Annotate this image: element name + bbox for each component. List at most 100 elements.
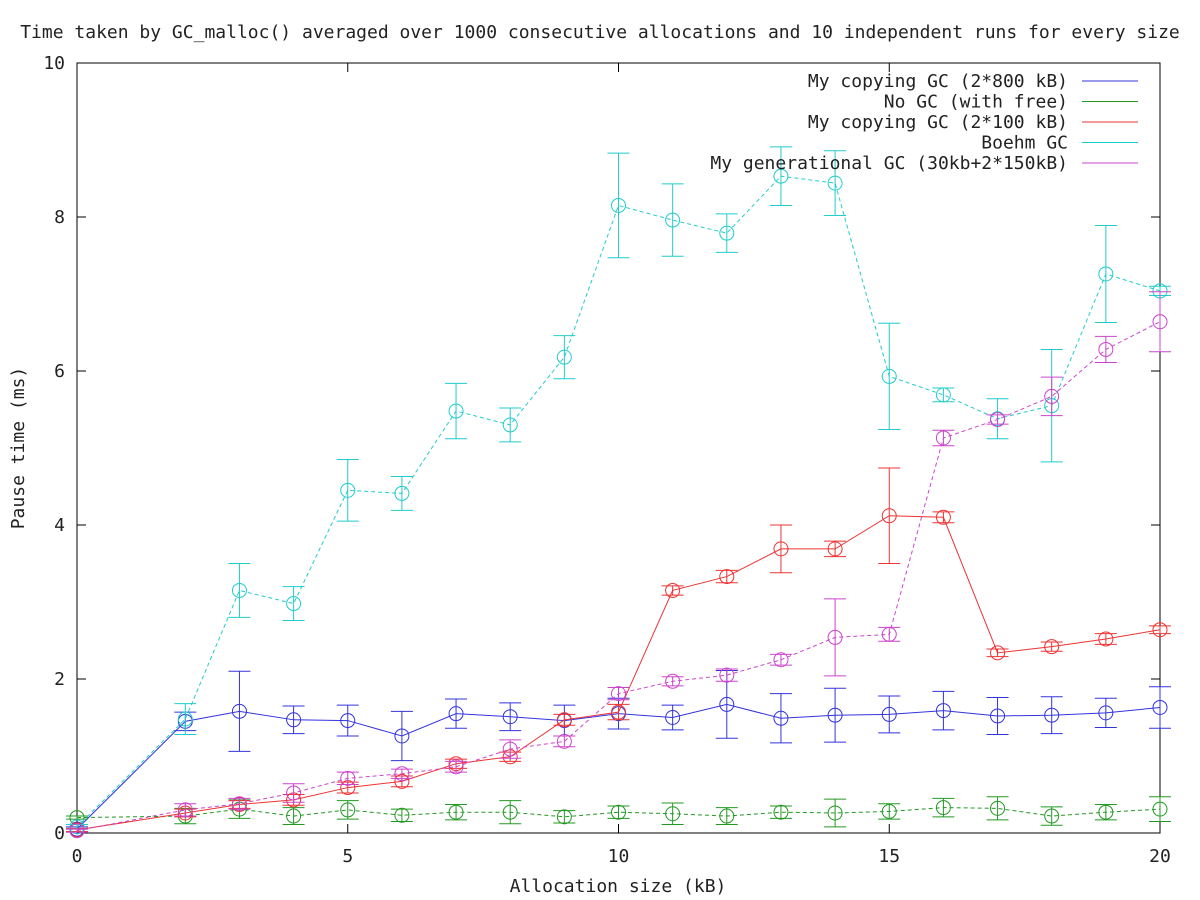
data-point xyxy=(990,800,1006,816)
data-point xyxy=(231,582,247,598)
data-point xyxy=(1152,699,1168,715)
data-point xyxy=(394,807,410,823)
data-point xyxy=(1098,631,1114,647)
data-point xyxy=(231,796,247,812)
data-point xyxy=(177,711,193,727)
data-point xyxy=(1098,341,1114,357)
data-point xyxy=(556,733,572,749)
data-point xyxy=(611,686,626,702)
x-tick-label: 20 xyxy=(1149,846,1171,867)
data-point xyxy=(1098,705,1114,721)
data-point xyxy=(719,808,735,824)
data-point xyxy=(935,703,951,719)
data-point xyxy=(502,417,518,433)
series-1 xyxy=(66,670,1171,837)
data-point xyxy=(827,707,843,723)
legend-label: Boehm GC xyxy=(981,133,1068,154)
data-point xyxy=(69,823,85,839)
data-point xyxy=(719,667,735,683)
x-tick-label: 15 xyxy=(878,846,900,867)
x-axis-label: Allocation size (kB) xyxy=(510,876,727,897)
series-line xyxy=(76,807,1161,819)
data-point xyxy=(448,804,464,820)
y-tick-label: 0 xyxy=(54,823,65,844)
series-2 xyxy=(66,796,1171,828)
legend-label: My copying GC (2*100 kB) xyxy=(808,112,1068,133)
y-tick-label: 2 xyxy=(54,669,65,690)
data-point xyxy=(665,806,681,822)
data-point xyxy=(448,706,464,722)
x-tick-label: 5 xyxy=(342,846,353,867)
x-tick-label: 0 xyxy=(72,846,83,867)
data-point xyxy=(1044,707,1060,723)
data-point xyxy=(990,708,1006,724)
series-line xyxy=(76,703,1161,830)
data-point xyxy=(340,770,356,786)
chart-title: Time taken by GC_malloc() averaged over … xyxy=(20,22,1180,43)
data-point xyxy=(773,168,789,184)
series-line xyxy=(76,321,1161,832)
y-tick-label: 10 xyxy=(43,53,65,74)
series-line xyxy=(76,515,1161,831)
data-point xyxy=(394,766,410,782)
legend-label: My copying GC (2*800 kB) xyxy=(808,71,1068,92)
data-point xyxy=(502,804,518,820)
data-point xyxy=(935,800,951,816)
data-point xyxy=(286,712,302,728)
y-tick-label: 6 xyxy=(54,361,65,382)
data-point xyxy=(881,803,897,819)
data-point xyxy=(881,508,897,524)
series-4 xyxy=(66,146,1171,835)
data-point xyxy=(69,819,85,835)
data-point xyxy=(665,582,681,598)
data-point xyxy=(177,802,193,818)
data-point xyxy=(286,785,302,801)
data-point xyxy=(340,802,356,818)
data-point xyxy=(990,412,1006,428)
data-point xyxy=(827,805,843,821)
data-point xyxy=(719,569,735,585)
data-point xyxy=(556,349,572,365)
data-point xyxy=(611,197,626,213)
data-point xyxy=(502,741,518,757)
data-point xyxy=(773,541,789,557)
data-point xyxy=(665,212,681,228)
legend: My copying GC (2*800 kB)No GC (with free… xyxy=(710,71,1138,174)
data-point xyxy=(665,710,681,725)
data-point xyxy=(827,629,843,645)
data-point xyxy=(935,430,951,446)
data-point xyxy=(1044,808,1060,824)
data-point xyxy=(286,808,302,824)
data-point xyxy=(881,706,897,722)
series-layer xyxy=(66,146,1171,839)
data-point xyxy=(394,485,410,501)
data-point xyxy=(935,387,951,403)
data-point xyxy=(502,709,518,725)
data-point xyxy=(773,652,789,668)
series-5 xyxy=(66,291,1171,839)
data-point xyxy=(1044,388,1060,404)
data-point xyxy=(1152,801,1168,817)
data-point xyxy=(990,645,1006,661)
data-point xyxy=(935,509,951,525)
legend-label: No GC (with free) xyxy=(884,92,1068,113)
data-point xyxy=(340,482,356,498)
data-point xyxy=(1098,266,1114,282)
series-3 xyxy=(66,467,1171,838)
data-point xyxy=(448,403,464,419)
data-point xyxy=(448,759,464,775)
data-point xyxy=(286,596,302,612)
data-point xyxy=(1098,804,1114,820)
data-point xyxy=(1152,622,1168,638)
y-tick-label: 8 xyxy=(54,207,65,228)
data-point xyxy=(1044,639,1060,655)
x-tick-label: 10 xyxy=(608,846,630,867)
data-point xyxy=(1152,314,1168,330)
data-point xyxy=(231,703,247,719)
data-point xyxy=(827,541,843,557)
data-point xyxy=(556,809,572,825)
data-point xyxy=(394,728,410,744)
legend-label: My generational GC (30kb+2*150kB) xyxy=(710,153,1068,174)
